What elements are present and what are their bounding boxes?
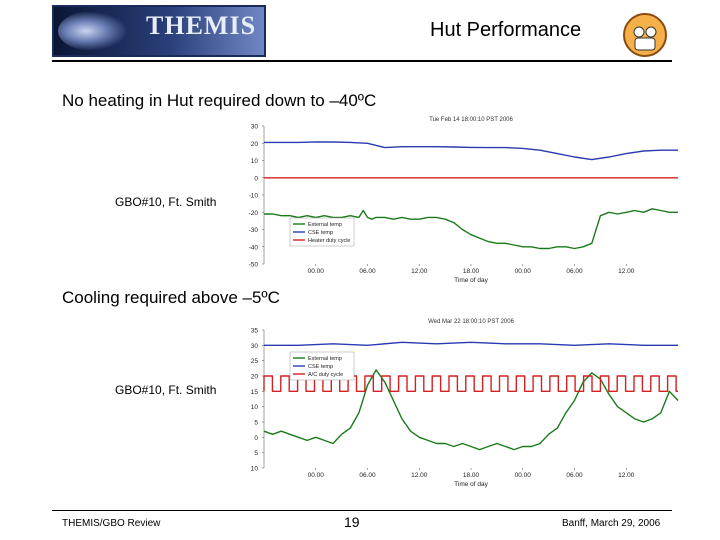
- chart2-series-2-line: [264, 341, 678, 346]
- chart1-y-tick-label: -30: [249, 227, 259, 234]
- chart1-x-axis-label: Time of day: [454, 277, 488, 284]
- chart2-series-1-line: [263, 369, 679, 451]
- chart-feb: Tue Feb 14 18:00:10 PST 2006 30 20 10 0 -10 -2…: [238, 112, 680, 293]
- station-label-2: GBO#10, Ft. Smith: [115, 383, 217, 397]
- themis-logo: THEMIS: [52, 5, 266, 57]
- chart2-x-tick-label: 12.00: [618, 472, 635, 479]
- chart1-y-tick-label: 30: [251, 124, 259, 131]
- statement-cooling: Cooling required above –5ºC: [62, 288, 280, 307]
- chart1-series-2-line: [264, 141, 678, 161]
- chart2-y-tick-label: 15: [251, 389, 259, 396]
- chart1-x-tick-label: 00.00: [308, 268, 325, 275]
- footer-right: Banff, March 29, 2006: [562, 518, 661, 529]
- logo-text: THEMIS: [146, 11, 257, 40]
- chart2-legend-label: External temp: [308, 356, 342, 362]
- footer-divider: [52, 510, 672, 511]
- chart2-y-tick-label: 5: [254, 450, 258, 457]
- chart1-y-tick-label: 20: [251, 141, 259, 148]
- chart-mar: Wed Mar 22 18:00:10 PST 2006 35 30 25 20 15 10…: [238, 314, 680, 499]
- chart1-legend-label: External temp: [308, 222, 342, 228]
- chart2-y-tick-label: 10: [251, 466, 259, 473]
- statement-heating: No heating in Hut required down to –40ºC: [62, 91, 377, 110]
- chart1-y-tick-label: -10: [249, 193, 259, 200]
- chart1-x-tick-label: 18.00: [463, 268, 480, 275]
- chart1-title: Tue Feb 14 18:00:10 PST 2006: [429, 117, 513, 123]
- chart1-legend-label: Heater duty cycle: [308, 238, 351, 244]
- chart2-y-tick-label: 30: [251, 343, 259, 350]
- chart1-y-tick-label: 0: [254, 175, 258, 182]
- chart-feb-svg: Tue Feb 14 18:00:10 PST 2006 30 20 10 0 -10 -2…: [249, 117, 678, 284]
- chart2-y-tick-label: 25: [251, 358, 259, 365]
- chart1-x-tick-label: 12.00: [411, 268, 428, 275]
- chart-mar-svg: Wed Mar 22 18:00:10 PST 2006 35 30 25 20 15 10…: [251, 319, 679, 488]
- slide-title: Hut Performance: [430, 19, 582, 41]
- chart2-x-tick-label: 12.00: [411, 472, 428, 479]
- chart1-y-tick-label: -50: [249, 262, 259, 269]
- chart1-x-tick-label: 00.00: [515, 268, 532, 275]
- chart2-x-tick-label: 18.00: [463, 472, 480, 479]
- chart1-x-tick-label: 06.00: [566, 268, 583, 275]
- chart1-x-tick-label: 06.00: [359, 268, 376, 275]
- mascot-badge-icon: [623, 13, 667, 57]
- footer-left: THEMIS/GBO Review: [62, 518, 161, 529]
- chart1-y-tick-label: -40: [249, 244, 259, 251]
- header-divider: [52, 60, 672, 62]
- chart1-legend-label: CSE temp: [308, 230, 333, 236]
- chart2-y-tick-label: 0: [254, 435, 258, 442]
- chart2-title: Wed Mar 22 18:00:10 PST 2006: [428, 319, 514, 325]
- page-number: 19: [344, 514, 360, 530]
- chart1-y-tick-label: 10: [251, 158, 259, 165]
- chart1-x-tick-label: 12.00: [618, 268, 635, 275]
- chart2-x-axis-label: Time of day: [454, 481, 488, 488]
- chart2-x-tick-label: 00.00: [308, 472, 325, 479]
- chart2-y-tick-label: 20: [251, 374, 259, 381]
- chart1-series-1-line: [264, 208, 678, 250]
- chart2-legend-label: CSE temp: [308, 364, 333, 370]
- chart2-x-tick-label: 00.00: [515, 472, 532, 479]
- chart1-y-tick-label: -20: [249, 210, 259, 217]
- logo-swirl-graphic: [58, 11, 128, 51]
- chart2-y-tick-label: 35: [251, 328, 259, 335]
- chart2-y-tick-label: 10: [251, 404, 259, 411]
- station-label-1: GBO#10, Ft. Smith: [115, 195, 217, 209]
- chart2-x-tick-label: 06.00: [359, 472, 376, 479]
- chart2-x-tick-label: 06.00: [566, 472, 583, 479]
- chart2-legend-label: A/C duty cycle: [308, 372, 343, 378]
- chart2-y-tick-label: 5: [254, 420, 258, 427]
